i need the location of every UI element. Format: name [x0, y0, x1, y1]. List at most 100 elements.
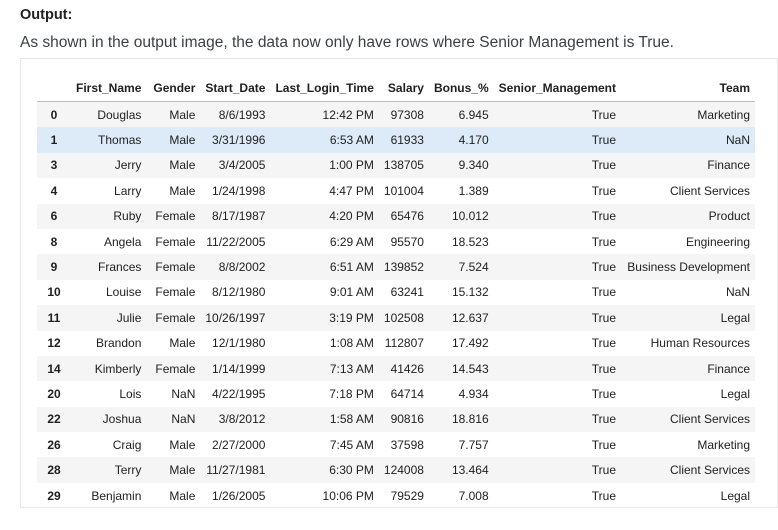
- cell-team: Legal: [720, 488, 751, 503]
- cell-first-name: Angela: [104, 234, 142, 249]
- cell-first-name: Kimberly: [94, 361, 142, 376]
- cell-start-date: 3/4/2005: [218, 158, 266, 173]
- cell-senior-management: True: [591, 285, 617, 300]
- cell-bonus: 4.934: [458, 386, 489, 401]
- column-header-first-name: First_Name: [71, 75, 147, 102]
- cell-bonus: 7.524: [458, 260, 489, 275]
- cell-gender: Female: [155, 234, 196, 249]
- cell-start-date: 12/1/1980: [212, 336, 266, 351]
- cell-bonus: 18.816: [451, 412, 489, 427]
- cell-first-name: Louise: [106, 285, 142, 300]
- cell-salary: 41426: [390, 361, 424, 376]
- cell-first-name: Brandon: [96, 336, 142, 351]
- row-index: 1: [50, 133, 58, 148]
- cell-senior-management: True: [591, 412, 617, 427]
- cell-last-login-time: 4:20 PM: [329, 209, 374, 224]
- table-row: 9 Frances Female 8/8/2002 6:51 AM 139852 7.524…: [37, 254, 756, 280]
- column-header-bonus: Bonus_%: [428, 75, 494, 102]
- table-row: 1 Thomas Male 3/31/1996 6:53 AM 61933 4.170 Tru…: [37, 127, 756, 153]
- cell-salary: 63241: [390, 285, 424, 300]
- column-header-team: Team: [621, 75, 756, 102]
- cell-gender: Female: [155, 209, 196, 224]
- cell-gender: Female: [155, 285, 196, 300]
- cell-first-name: Frances: [98, 260, 142, 275]
- cell-last-login-time: 7:13 AM: [329, 361, 374, 376]
- cell-salary: 102508: [383, 310, 424, 325]
- cell-last-login-time: 6:30 PM: [329, 463, 374, 478]
- cell-start-date: 8/17/1987: [212, 209, 266, 224]
- cell-gender: Female: [155, 361, 196, 376]
- cell-salary: 112807: [384, 336, 424, 351]
- row-index: 4: [50, 183, 58, 198]
- cell-last-login-time: 9:01 AM: [329, 285, 374, 300]
- cell-last-login-time: 1:00 PM: [329, 158, 374, 173]
- cell-bonus: 15.132: [451, 285, 489, 300]
- cell-first-name: Douglas: [97, 107, 142, 122]
- cell-gender: Male: [169, 183, 196, 198]
- output-frame: First_Name Gender Start_Date Last_Login_…: [20, 58, 778, 508]
- cell-gender: Male: [169, 463, 196, 478]
- cell-first-name: Joshua: [102, 412, 142, 427]
- table-row: 28 Terry Male 11/27/1981 6:30 PM 124008 13.464…: [37, 457, 756, 483]
- cell-first-name: Lois: [119, 386, 142, 401]
- cell-start-date: 2/27/2000: [212, 437, 266, 452]
- row-index: 8: [50, 234, 58, 249]
- cell-last-login-time: 7:18 PM: [329, 386, 374, 401]
- cell-gender: NaN: [171, 412, 196, 427]
- cell-senior-management: True: [591, 260, 617, 275]
- table-row: 22 Joshua NaN 3/8/2012 1:58 AM 90816 18.816 Tru…: [37, 406, 756, 433]
- cell-first-name: Benjamin: [91, 488, 142, 503]
- cell-salary: 37598: [390, 437, 424, 452]
- cell-salary: 61933: [390, 133, 424, 148]
- cell-bonus: 6.945: [458, 107, 489, 122]
- cell-first-name: Julie: [116, 310, 142, 325]
- cell-last-login-time: 7:45 AM: [329, 437, 374, 452]
- table-row: 3 Jerry Male 3/4/2005 1:00 PM 138705 9.340 True…: [37, 152, 756, 179]
- cell-bonus: 13.464: [451, 463, 489, 478]
- cell-last-login-time: 4:47 PM: [329, 183, 374, 198]
- cell-bonus: 14.543: [451, 361, 489, 376]
- cell-team: Client Services: [669, 183, 751, 198]
- cell-senior-management: True: [591, 488, 617, 503]
- table-row: 20 Lois NaN 4/22/1995 7:18 PM 64714 4.934 True L…: [37, 381, 755, 406]
- cell-salary: 79529: [390, 488, 424, 503]
- dataframe-table: First_Name Gender Start_Date Last_Login_…: [37, 75, 756, 507]
- cell-team: Legal: [720, 386, 751, 401]
- cell-bonus: 9.340: [458, 158, 489, 173]
- row-index: 26: [47, 437, 61, 452]
- table-row: 8 Angela Female 11/22/2005 6:29 AM 95570 18.52…: [37, 229, 755, 254]
- cell-first-name: Ruby: [113, 209, 142, 224]
- cell-salary: 101004: [383, 183, 424, 198]
- cell-start-date: 1/26/2005: [212, 488, 266, 503]
- cell-bonus: 7.757: [458, 437, 489, 452]
- cell-start-date: 11/22/2005: [206, 234, 266, 249]
- cell-team: Marketing: [697, 107, 751, 122]
- cell-bonus: 18.523: [451, 234, 489, 249]
- cell-bonus: 10.012: [451, 209, 489, 224]
- cell-salary: 139852: [383, 260, 424, 275]
- cell-last-login-time: 1:58 AM: [329, 412, 374, 427]
- cell-salary: 90816: [390, 412, 424, 427]
- cell-gender: Male: [169, 488, 196, 503]
- table-row: 10 Louise Female 8/12/1980 9:01 AM 63241 15.13…: [37, 280, 755, 305]
- cell-last-login-time: 6:29 AM: [329, 234, 374, 249]
- table-row: 29 Benjamin Male 1/26/2005 10:06 PM 79529 7.00…: [37, 483, 755, 507]
- cell-gender: Female: [155, 310, 196, 325]
- row-index: 14: [47, 361, 61, 376]
- cell-gender: Male: [169, 107, 196, 122]
- cell-team: Client Services: [669, 463, 751, 478]
- cell-senior-management: True: [591, 234, 617, 249]
- cell-senior-management: True: [591, 310, 617, 325]
- cell-last-login-time: 3:19 PM: [329, 310, 374, 325]
- table-row: 4 Larry Male 1/24/1998 4:47 PM 101004 1.389 Tru…: [37, 178, 755, 203]
- cell-start-date: 8/6/1993: [218, 107, 266, 122]
- row-index: 22: [47, 412, 61, 427]
- cell-start-date: 3/31/1996: [212, 133, 266, 148]
- cell-team: Client Services: [669, 412, 751, 427]
- cell-start-date: 3/8/2012: [218, 412, 266, 427]
- cell-senior-management: True: [591, 133, 617, 148]
- cell-start-date: 11/27/1981: [206, 463, 266, 478]
- cell-team: NaN: [726, 133, 751, 148]
- cell-salary: 97308: [390, 107, 424, 122]
- cell-start-date: 4/22/1995: [212, 386, 266, 401]
